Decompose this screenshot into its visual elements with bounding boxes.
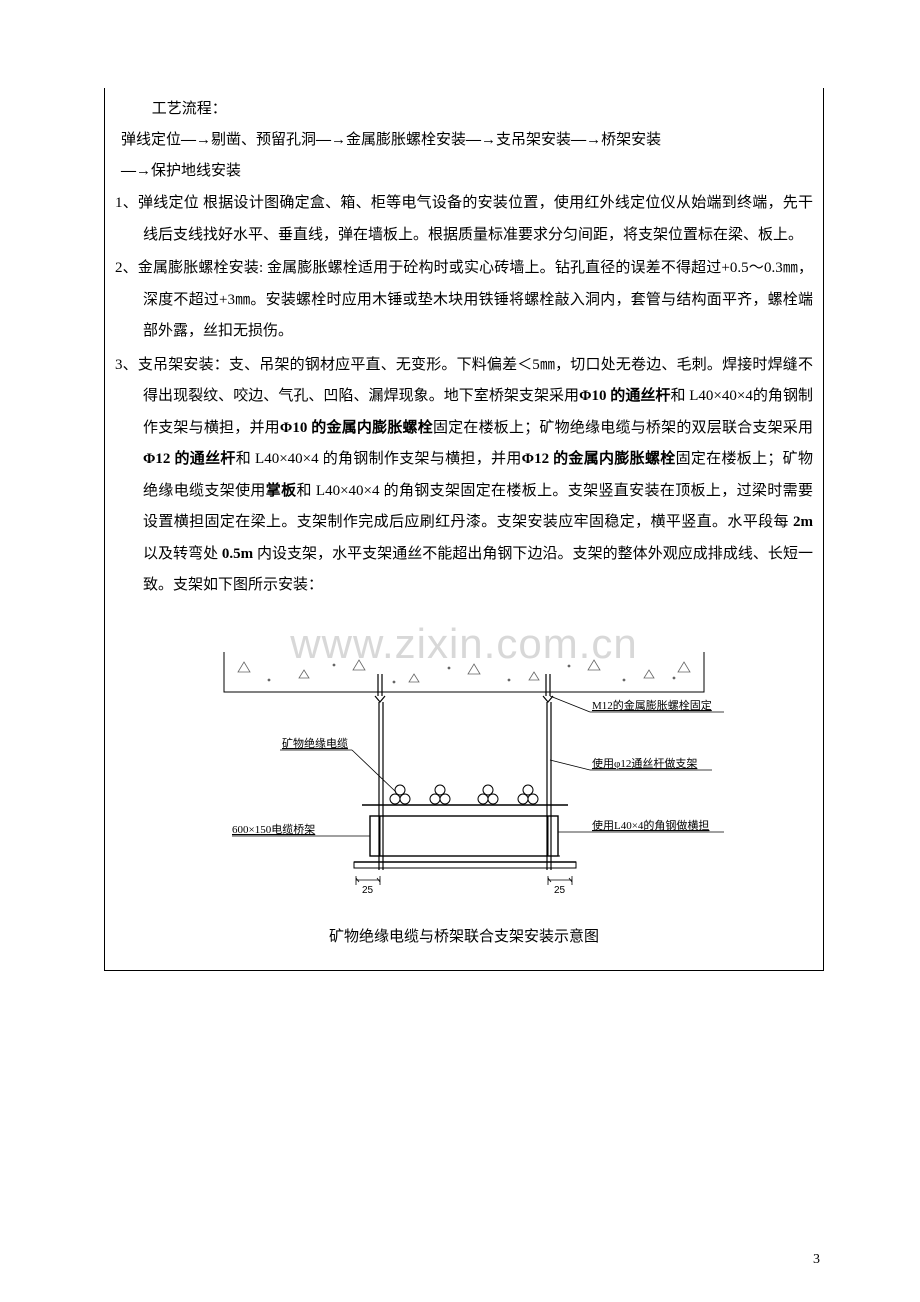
- diagram-container: www.zixin.com.cn: [184, 610, 744, 946]
- list-item-1: 1、弹线定位 根据设计图确定盒、箱、柜等电气设备的安装位置，使用红外线定位仪从始…: [115, 188, 813, 251]
- dim-left: 25: [362, 885, 374, 896]
- arrow-icon: —→: [571, 132, 601, 148]
- arrow-icon: —→: [121, 163, 151, 179]
- list-item-2: 2、金属膨胀螺栓安装: 金属膨胀螺栓适用于砼构时或实心砖墙上。钻孔直径的误差不得…: [115, 253, 813, 348]
- intro-title: 工艺流程：: [121, 94, 807, 125]
- installation-diagram: 25 25 M12的金属膨胀螺栓固定: [184, 610, 744, 910]
- label-tray: 600×150电缆桥架: [232, 823, 315, 836]
- label-bolt: M12的金属膨胀螺栓固定: [592, 698, 712, 712]
- label-angle: 使用L40×4的角钢做横担: [592, 818, 709, 832]
- label-cable: 矿物绝缘电缆: [282, 736, 348, 750]
- arrow-icon: —→: [466, 132, 496, 148]
- arrow-icon: —→: [181, 132, 211, 148]
- arrow-icon: —→: [316, 132, 346, 148]
- process-flow: 弹线定位—→剔凿、预留孔洞—→金属膨胀螺栓安装—→支吊架安装—→桥架安装—→保护…: [121, 125, 807, 187]
- label-rod: 使用φ12通丝杆做支架: [592, 756, 697, 770]
- page-number: 3: [813, 1252, 820, 1268]
- list-item-3: 3、支吊架安装：支、吊架的钢材应平直、无变形。下料偏差＜5㎜，切口处无卷边、毛刺…: [115, 350, 813, 602]
- process-flow-intro: 工艺流程： 弹线定位—→剔凿、预留孔洞—→金属膨胀螺栓安装—→支吊架安装—→桥架…: [115, 94, 813, 186]
- diagram-caption: 矿物绝缘电缆与桥架联合支架安装示意图: [184, 925, 744, 946]
- dim-right: 25: [554, 885, 566, 896]
- content-box: 工艺流程： 弹线定位—→剔凿、预留孔洞—→金属膨胀螺栓安装—→支吊架安装—→桥架…: [104, 88, 824, 971]
